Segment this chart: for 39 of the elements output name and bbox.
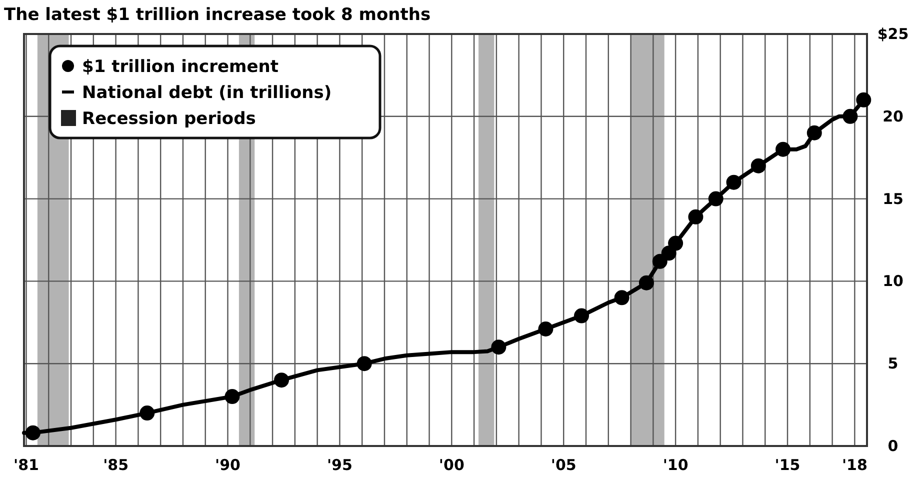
point [224,389,240,404]
point [806,125,822,140]
point [856,92,872,108]
y-tick-label: 5 [888,354,898,373]
legend-label: National debt (in trillions) [82,83,332,103]
point [574,308,590,324]
point [688,209,704,224]
point [140,406,155,421]
x-tick-label: '81 [14,456,39,474]
y-tick-label: 15 [882,190,904,208]
x-tick-label: '00 [438,456,464,474]
x-tick-label: '95 [326,456,352,474]
point [708,191,724,206]
x-tick-label: '15 [774,456,800,474]
point [274,372,289,388]
legend-label: $1 trillion increment [82,57,278,77]
y-tick-label: $25 [877,25,909,43]
x-tick-label: '85 [103,456,129,474]
point [638,275,654,290]
point [356,356,372,372]
y-tick-label: 0 [888,437,898,455]
point [750,158,766,174]
point [842,108,858,124]
y-tick-label: 20 [882,107,904,126]
point [614,290,630,306]
point [491,340,506,355]
point [776,142,791,157]
y-tick-label: 10 [882,272,904,290]
x-tick-label: '18 [842,456,868,474]
point [25,425,40,440]
point [538,321,554,336]
x-tick-label: '90 [215,456,240,474]
point [652,254,668,269]
x-tick-label: '05 [550,456,576,474]
chart-title: The latest $1 trillion increase took 8 months [4,5,431,25]
x-tick-label: '10 [662,456,688,474]
point [668,236,684,251]
band-label: Recession periods [82,109,256,129]
point [726,174,742,190]
